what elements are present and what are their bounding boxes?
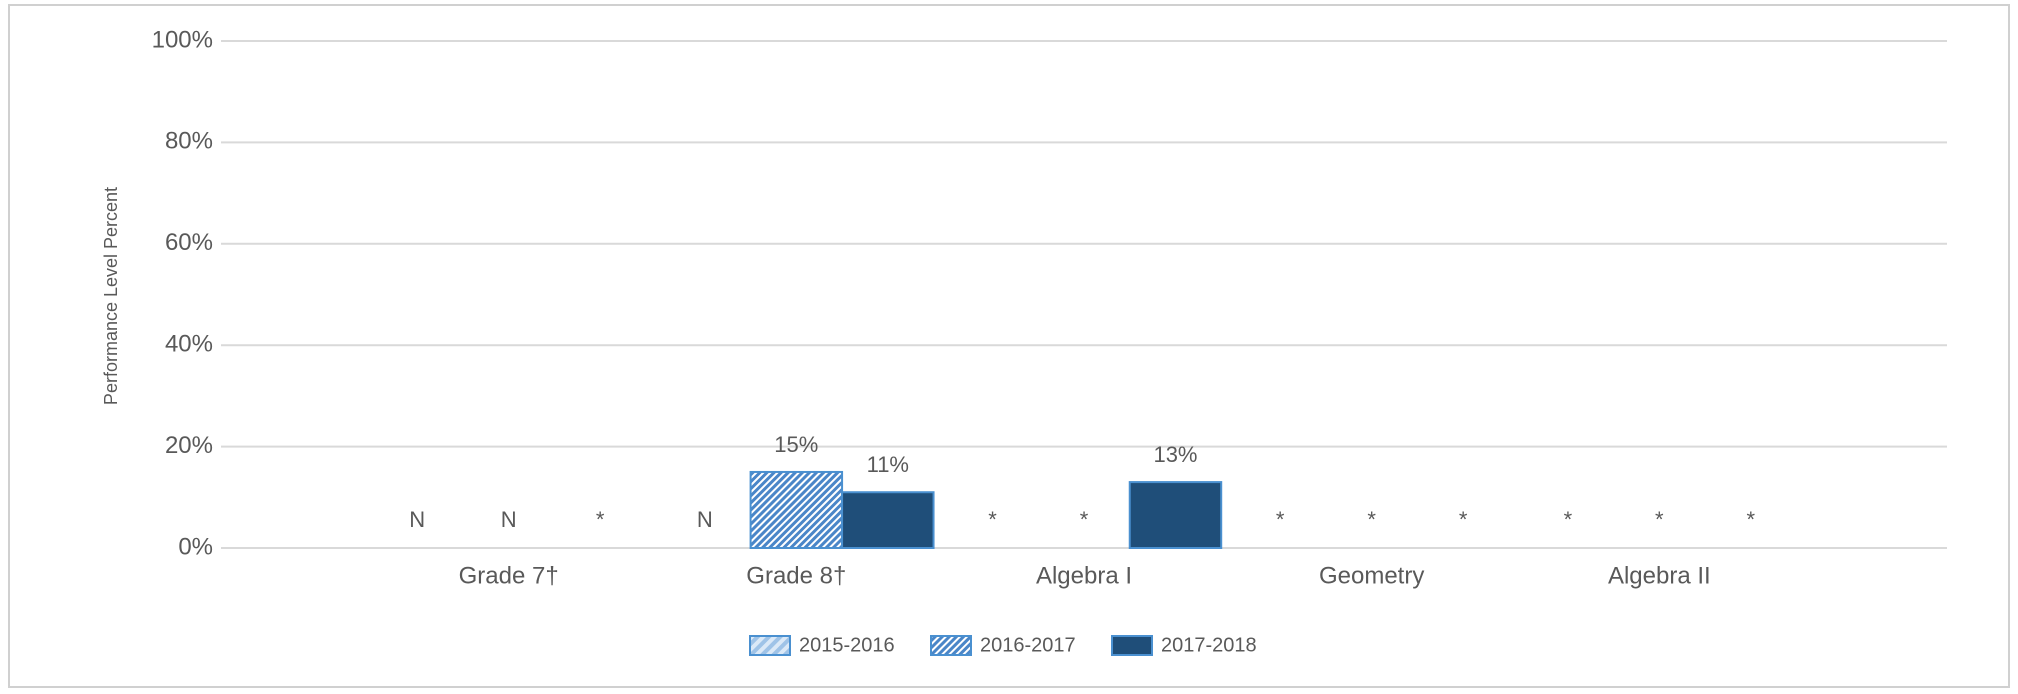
legend-label: 2017-2018	[1161, 634, 1257, 656]
data-label: 13%	[1153, 442, 1197, 467]
data-label: *	[1367, 507, 1376, 532]
legend-swatch	[749, 635, 791, 656]
legend-swatch	[1111, 635, 1153, 656]
legend-swatch	[930, 635, 972, 656]
data-label: *	[1747, 507, 1756, 532]
data-label: *	[596, 507, 605, 532]
data-label: *	[1276, 507, 1285, 532]
data-label: N	[409, 507, 425, 532]
y-tick-label: 60%	[165, 229, 213, 256]
bar	[841, 491, 935, 550]
bar	[1128, 481, 1223, 549]
data-label: 15%	[774, 432, 818, 457]
y-tick-label: 100%	[152, 26, 213, 53]
y-tick-label: 40%	[165, 331, 213, 358]
data-label: N	[697, 507, 713, 532]
y-axis-title: Performance Level Percent	[101, 187, 121, 405]
x-tick-label: Geometry	[1319, 562, 1424, 589]
y-tick-label: 0%	[178, 533, 213, 560]
bar	[749, 470, 844, 550]
x-tick-label: Algebra II	[1608, 562, 1711, 589]
y-tick-label: 20%	[165, 432, 213, 459]
data-label: *	[1080, 507, 1089, 532]
x-tick-label: Grade 7†	[459, 562, 559, 589]
data-label: *	[1655, 507, 1664, 532]
y-tick-label: 80%	[165, 128, 213, 155]
data-label: N	[501, 507, 517, 532]
data-label: *	[1459, 507, 1468, 532]
legend-label: 2016-2017	[980, 634, 1076, 656]
data-label: 11%	[867, 452, 909, 477]
data-label: *	[988, 507, 997, 532]
legend-label: 2015-2016	[799, 634, 895, 656]
x-tick-label: Algebra I	[1036, 562, 1132, 589]
data-label: *	[1564, 507, 1573, 532]
x-tick-label: Grade 8†	[746, 562, 846, 589]
